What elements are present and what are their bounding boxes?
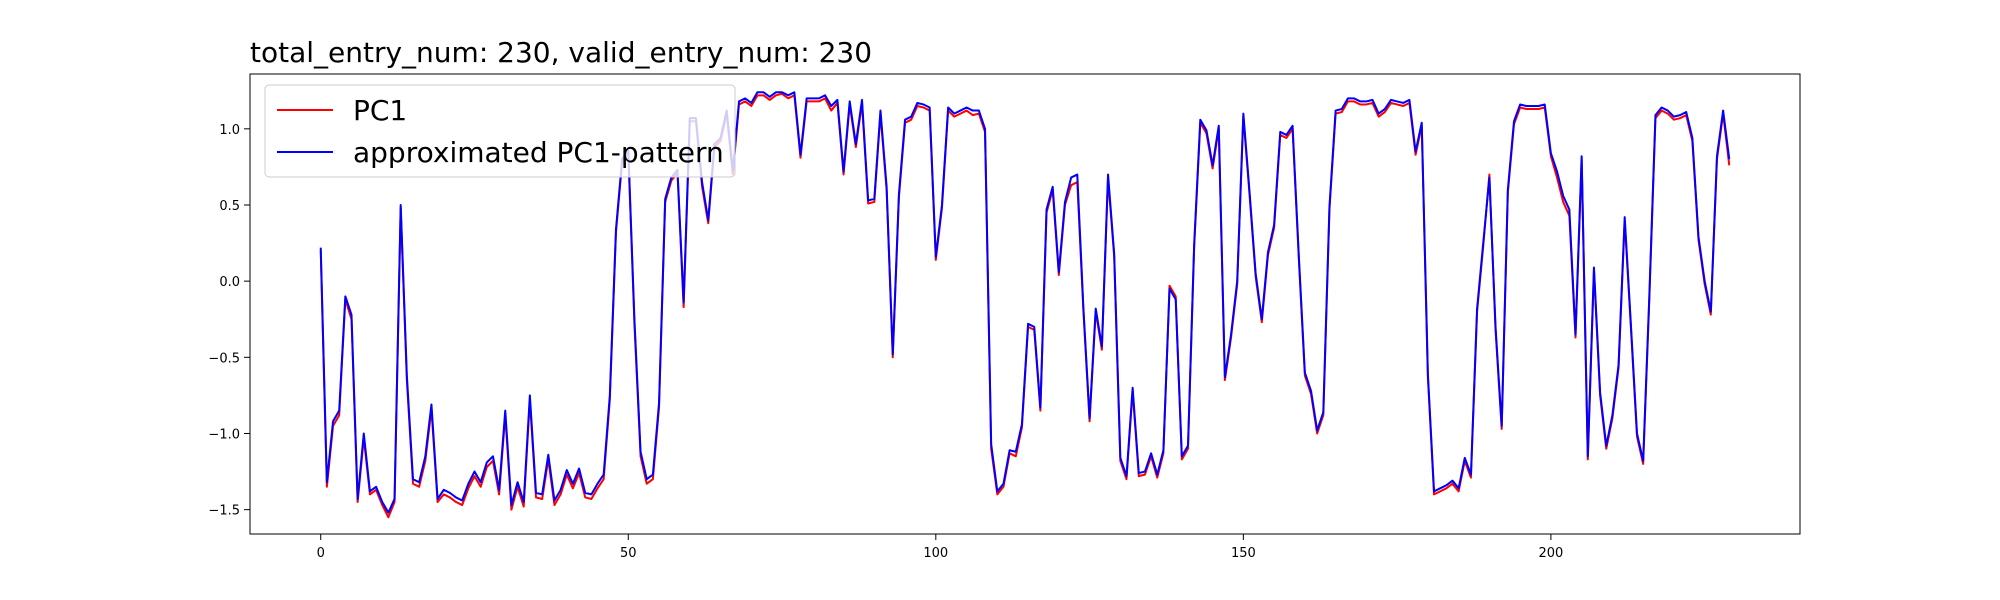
- chart-title: total_entry_num: 230, valid_entry_num: 2…: [250, 36, 872, 69]
- x-axis: 0 50 100 150 200: [317, 534, 1563, 561]
- y-axis: −1.5 −1.0 −0.5 0.0 0.5 1.0: [208, 123, 250, 519]
- x-tick-label: 200: [1538, 546, 1563, 561]
- series-line-approximated-pc1-pattern: [319, 91, 1731, 514]
- legend-box: [264, 84, 736, 178]
- legend-label: PC1: [353, 94, 407, 127]
- x-tick-label: 0: [317, 546, 325, 561]
- y-tick-label: −0.5: [208, 351, 240, 366]
- y-tick-label: 0.5: [219, 199, 240, 214]
- x-tick-label: 150: [1231, 546, 1256, 561]
- series-layer: [319, 91, 1731, 519]
- x-tick-label: 100: [923, 546, 948, 561]
- y-tick-label: −1.0: [208, 427, 240, 442]
- legend-label: approximated PC1-pattern: [353, 136, 724, 169]
- x-tick-label: 50: [620, 546, 637, 561]
- y-tick-label: −1.5: [208, 504, 240, 519]
- legend: PC1 approximated PC1-pattern: [264, 84, 736, 178]
- y-tick-label: 0.0: [219, 275, 240, 290]
- y-tick-label: 1.0: [219, 123, 240, 138]
